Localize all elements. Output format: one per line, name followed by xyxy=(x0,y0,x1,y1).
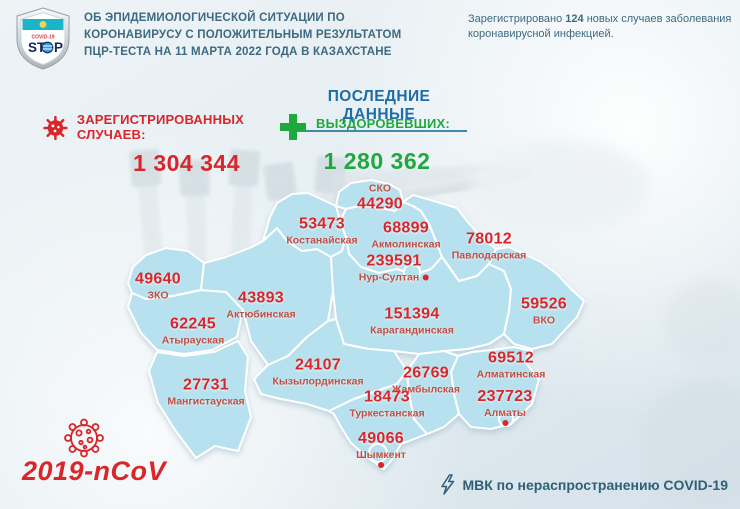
region-label-pavlodar: 78012 Павлодарская xyxy=(452,231,527,262)
shield-icon: COVID-19 ST P xyxy=(16,7,70,70)
region-label-zko: 49640 ЗКО xyxy=(135,271,181,302)
region-name: Нур-Султан xyxy=(358,271,420,284)
logo-stop-suffix: P xyxy=(54,40,63,55)
region-case-count: 27731 xyxy=(182,376,229,394)
city-dot-icon xyxy=(423,274,430,281)
region-shape-nur-sultan xyxy=(403,263,421,281)
region-case-count: 68899 xyxy=(383,219,429,237)
region-name: Туркестанская xyxy=(349,407,425,420)
title-line: ПЦР-ТЕСТА НА 11 МАРТА 2022 ГОДА В КАЗАХС… xyxy=(84,46,392,58)
region-case-count: 26769 xyxy=(402,364,449,382)
region-case-count: 237723 xyxy=(477,388,533,405)
region-label-zhambyl: 26769 Жамбылская xyxy=(392,365,460,396)
region-label-nur-sultan: 239591 Нур-Султан xyxy=(358,252,430,284)
region-case-count: 18473 xyxy=(364,388,410,406)
region-case-count: 69512 xyxy=(487,349,534,367)
region-case-count: 62245 xyxy=(169,315,216,333)
region-label-akmola: 68899 Акмолинская xyxy=(371,220,440,251)
region-name: ЗКО xyxy=(147,289,169,302)
registered-value: 1 304 344 xyxy=(133,150,240,176)
title-line: ОБ ЭПИДЕМИОЛОГИЧЕСКОЙ СИТУАЦИИ ПО xyxy=(84,12,345,24)
note-prefix: Зарегистрировано xyxy=(468,13,566,25)
committee-credit: МВК по нераспространению COVID-19 xyxy=(440,474,728,495)
stop-covid-logo: COVID-19 ST P xyxy=(14,6,72,75)
registered-label-line2: СЛУЧАЕВ: xyxy=(76,127,146,142)
new-cases-note: Зарегистрировано 124 новых случаев забол… xyxy=(468,12,734,41)
plus-icon xyxy=(280,114,306,140)
flag-sun-icon xyxy=(39,21,47,28)
region-name: Жамбылская xyxy=(391,383,461,396)
region-label-almaty-region: 69512 Алматинская xyxy=(477,350,546,381)
region-label-atyrau: 62245 Атырауская xyxy=(162,316,224,347)
ncov-label: 2019-nCoV xyxy=(22,456,167,486)
region-label-almaty-city: 237723 Алматы xyxy=(477,388,532,426)
region-name: Шымкент xyxy=(356,449,406,461)
latest-data-heading: ПОСЛЕДНИЕ ДАННЫЕ xyxy=(291,88,467,132)
registered-label: ЗАРЕГИСТРИРОВАННЫХ СЛУЧАЕВ: xyxy=(77,112,244,142)
region-label-karaganda: 151394 Карагандинская xyxy=(370,306,454,337)
title-line: КОРОНАВИРУСУ С ПОЛОЖИТЕЛЬНЫМ РЕЗУЛЬТАТОМ xyxy=(84,29,402,41)
region-name: Костанайская xyxy=(286,234,358,247)
registered-cases-stat: ЗАРЕГИСТРИРОВАННЫХ СЛУЧАЕВ: 1 304 344 xyxy=(42,112,244,177)
region-case-count: 44290 xyxy=(357,195,403,213)
region-name: Акмолинская xyxy=(371,238,441,251)
recovered-value: 1 280 362 xyxy=(323,148,431,174)
city-dot-icon xyxy=(378,462,384,468)
region-label-shymkent: 49066 Шымкент xyxy=(356,430,406,468)
region-case-count: 53473 xyxy=(298,215,345,233)
region-shape-atyrau xyxy=(127,289,244,355)
region-case-count: 43893 xyxy=(238,289,284,307)
region-case-count: 49066 xyxy=(358,430,404,447)
region-case-count: 239591 xyxy=(366,252,422,270)
region-name: Павлодарская xyxy=(451,249,527,262)
region-label-mangystau: 27731 Мангистауская xyxy=(167,377,244,408)
logo-stop-prefix: ST xyxy=(28,40,46,55)
globe-icon xyxy=(41,41,54,54)
region-case-count: 151394 xyxy=(384,305,440,323)
logo-covid-label: COVID-19 xyxy=(31,35,54,41)
recovered-stat: ВЫЗДОРОВЕВШИХ: 1 280 362 xyxy=(278,112,450,175)
region-name: Актюбинская xyxy=(226,308,296,321)
region-case-count: 24107 xyxy=(295,356,341,374)
region-name: Кызылординская xyxy=(272,375,364,388)
new-cases-count: 124 xyxy=(565,13,584,25)
region-name: ВКО xyxy=(532,314,556,327)
region-label-vko: 59526 ВКО xyxy=(521,296,567,327)
region-name: Алматинская xyxy=(476,368,546,381)
region-label-turkestan: 18473 Туркестанская xyxy=(349,389,424,420)
region-label-aktobe: 43893 Актюбинская xyxy=(226,290,295,321)
region-case-count: 78012 xyxy=(466,230,512,248)
region-label-kostanay: 53473 Костанайская xyxy=(286,216,357,247)
region-label-sko: 44290 СКО xyxy=(357,183,403,214)
region-name: Мангистауская xyxy=(167,395,245,408)
region-name: Алматы xyxy=(484,407,526,419)
region-shape-mangystau xyxy=(148,340,252,459)
region-case-count: 49640 xyxy=(135,270,181,288)
page-title: ОБ ЭПИДЕМИОЛОГИЧЕСКОЙ СИТУАЦИИ ПО КОРОНА… xyxy=(84,10,401,61)
region-case-count: 59526 xyxy=(521,295,567,313)
city-dot-icon xyxy=(501,420,508,426)
region-shape-vko xyxy=(488,246,585,350)
note-suffix: новых случаев заболевания коронавирусной… xyxy=(468,13,732,40)
region-shape-turkestan xyxy=(328,370,428,470)
region-name: Атырауская xyxy=(161,334,225,347)
coronavirus-outline-icon xyxy=(60,414,108,467)
region-name: СКО xyxy=(368,182,392,195)
region-label-kyzylorda: 24107 Кызылординская xyxy=(272,357,363,388)
recovered-label: ВЫЗДОРОВЕВШИХ: xyxy=(316,116,450,131)
committee-text: МВК по нераспространению COVID-19 xyxy=(462,476,728,493)
registered-label-line1: ЗАРЕГИСТРИРОВАННЫХ xyxy=(76,112,244,127)
lightning-icon xyxy=(441,474,455,495)
virus-icon xyxy=(43,115,68,141)
region-name: Карагандинская xyxy=(370,324,454,337)
